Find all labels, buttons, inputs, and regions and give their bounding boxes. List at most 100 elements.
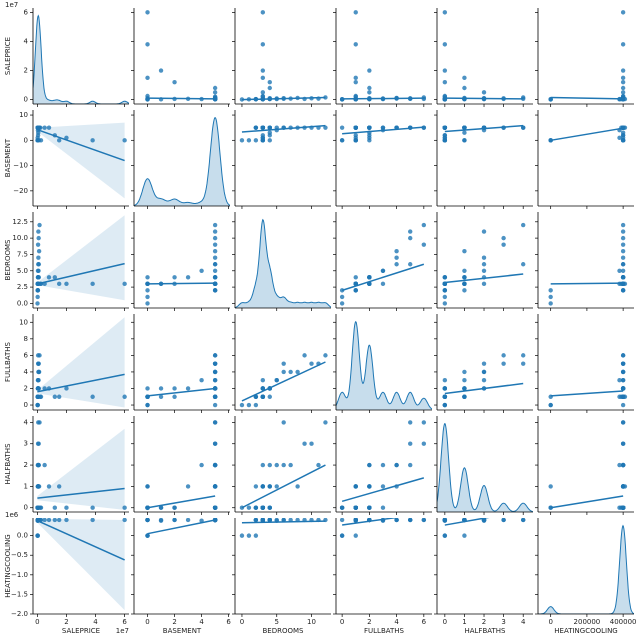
panel (145, 518, 218, 538)
point (521, 125, 526, 130)
y-axis-name: FULLBATHS (4, 341, 12, 382)
point (253, 402, 259, 408)
point (253, 505, 259, 510)
confidence-band (37, 428, 125, 510)
point (620, 248, 626, 254)
point (46, 275, 52, 280)
point (394, 125, 399, 130)
point (481, 255, 487, 260)
point (620, 275, 626, 280)
panel (339, 518, 427, 538)
point (620, 125, 626, 130)
point (408, 235, 413, 241)
point (212, 262, 218, 267)
y-tick-label: 7.5 (17, 250, 28, 258)
point (367, 133, 372, 138)
point (620, 235, 626, 241)
point (353, 281, 358, 287)
x-axis-name: SALEPRICE (62, 627, 100, 635)
point (462, 394, 467, 399)
point (394, 462, 399, 468)
point (442, 42, 448, 47)
x-tick-label: 1 (462, 618, 466, 626)
x-tick-label: 0 (145, 618, 149, 626)
regression-line (147, 519, 216, 535)
panel (548, 10, 628, 102)
x-axis-name: FULLBATHS (364, 627, 405, 635)
point (239, 138, 245, 143)
point (353, 93, 358, 99)
point (620, 441, 626, 446)
x-tick-label: 4 (521, 618, 526, 626)
point (501, 125, 506, 130)
point (302, 125, 307, 130)
point (212, 402, 218, 408)
regression-line (147, 97, 216, 100)
point (620, 138, 626, 143)
x-tick-label: 2 (64, 618, 68, 626)
point (52, 133, 58, 138)
point (260, 462, 266, 468)
point (267, 130, 272, 135)
point (442, 68, 448, 73)
point (260, 68, 266, 73)
panel (239, 353, 328, 408)
point (353, 275, 358, 280)
point (212, 353, 218, 358)
point (442, 533, 448, 538)
x-tick-label: 3 (501, 618, 505, 626)
point (548, 505, 553, 510)
point (253, 484, 259, 489)
point (617, 268, 622, 273)
point (353, 138, 358, 143)
point (501, 361, 506, 366)
point (36, 369, 41, 375)
point (620, 288, 626, 293)
point (260, 42, 266, 47)
point (212, 394, 218, 399)
point (620, 222, 626, 228)
x-tick-label: 4 (93, 618, 98, 626)
point (158, 518, 164, 523)
panel (145, 222, 218, 306)
point (367, 85, 372, 91)
point (620, 10, 626, 15)
point (274, 378, 279, 383)
kde-area (33, 15, 129, 104)
point (260, 386, 266, 391)
y-tick-label: 0.0 (17, 299, 28, 307)
point (339, 97, 345, 102)
point (281, 462, 286, 468)
point (309, 96, 314, 101)
point (36, 229, 41, 234)
regression-line (147, 387, 216, 397)
y-tick-label: 0 (24, 401, 28, 409)
point (481, 275, 487, 280)
point (212, 242, 218, 247)
point (501, 353, 506, 358)
point (35, 518, 41, 523)
point (212, 441, 218, 446)
point (212, 484, 218, 489)
point (617, 378, 622, 383)
kde-line (437, 423, 533, 512)
point (64, 281, 69, 287)
point (316, 125, 321, 130)
point (442, 10, 448, 15)
point (380, 505, 386, 510)
y-tick-label: −0.5 (11, 551, 28, 559)
point (36, 361, 41, 366)
point (212, 361, 218, 366)
x-tick-label: 10 (307, 618, 316, 626)
point (620, 42, 626, 47)
point (339, 138, 345, 143)
point (521, 518, 526, 523)
y-tick-label: 8 (24, 335, 28, 343)
point (56, 394, 62, 399)
point (367, 138, 372, 143)
point (172, 505, 177, 510)
point (46, 518, 52, 523)
panel (239, 518, 328, 538)
x-tick-label: 0 (548, 618, 552, 626)
kde-area (134, 117, 230, 206)
